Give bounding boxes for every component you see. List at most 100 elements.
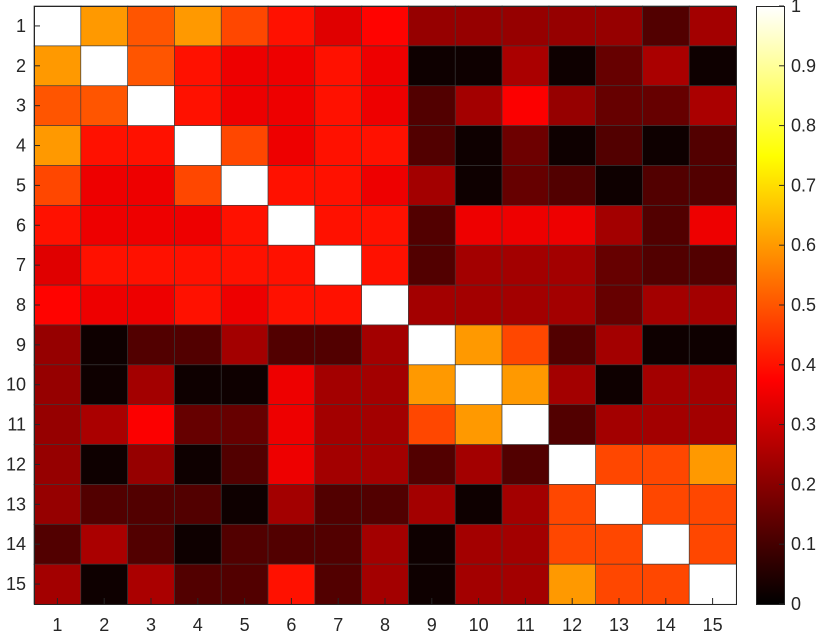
y-tick-label: 8 [16, 295, 26, 315]
heatmap-cell [688, 444, 737, 486]
heatmap-cell [454, 484, 503, 525]
heatmap-cell [267, 85, 316, 127]
heatmap-cell [688, 484, 737, 525]
heatmap-cell [33, 165, 82, 206]
heatmap-cell [642, 563, 690, 605]
y-tick-label: 2 [16, 56, 26, 76]
heatmap-cell [501, 444, 550, 486]
heatmap-cell [548, 364, 597, 406]
heatmap-cell [220, 125, 269, 167]
heatmap-cell [33, 244, 82, 286]
x-tick-label: 11 [516, 615, 535, 635]
heatmap-cell [80, 404, 129, 446]
x-tick-label: 10 [469, 615, 489, 635]
colorbar-tick-label: 0.6 [791, 235, 816, 255]
y-tick-label: 1 [16, 16, 26, 36]
heatmap-cell [642, 444, 690, 486]
x-tick-label: 8 [380, 615, 390, 635]
heatmap-cell [127, 85, 176, 127]
colorbar-tick-label: 1 [791, 0, 801, 16]
heatmap-cell [267, 204, 316, 246]
heatmap-cell [174, 244, 222, 286]
heatmap-cell [454, 563, 503, 605]
heatmap-cell [454, 244, 503, 286]
heatmap-cell [314, 324, 363, 366]
heatmap-cell [548, 404, 597, 446]
heatmap-cell [127, 204, 176, 246]
heatmap-cell [33, 484, 82, 525]
heatmap-cell [688, 125, 737, 167]
heatmap-cell [267, 125, 316, 167]
heatmap-cell [688, 284, 737, 326]
colorbar-tick-label: 0.7 [791, 175, 816, 195]
heatmap-cell [501, 324, 550, 366]
heatmap-cell [127, 563, 176, 605]
heatmap-cell [454, 364, 503, 406]
heatmap-cell [595, 364, 644, 406]
heatmap-cell [408, 404, 456, 446]
x-tick-label: 9 [427, 615, 437, 635]
heatmap-cell [267, 444, 316, 486]
heatmap-cell [361, 204, 410, 246]
heatmap-cell [80, 324, 129, 366]
heatmap-cell [220, 165, 269, 206]
heatmap-cell [267, 364, 316, 406]
x-tick-label: 12 [562, 615, 582, 635]
y-tick-label: 5 [16, 175, 26, 195]
heatmap-cell [267, 563, 316, 605]
heatmap-cell [642, 284, 690, 326]
heatmap-cell [408, 45, 456, 87]
heatmap-cell [80, 5, 129, 47]
heatmap-cell [688, 45, 737, 87]
heatmap-cell [174, 484, 222, 525]
heatmap-cell [548, 5, 597, 47]
heatmap-cell [174, 85, 222, 127]
heatmap-cell [688, 5, 737, 47]
heatmap-cell [174, 165, 222, 206]
heatmap-cell [80, 45, 129, 87]
heatmap-cell [361, 45, 410, 87]
heatmap-cell [642, 364, 690, 406]
heatmap-cell [33, 284, 82, 326]
heatmap-cell [548, 85, 597, 127]
y-tick-label: 4 [16, 136, 26, 156]
heatmap-cell [80, 204, 129, 246]
heatmap-cell [454, 165, 503, 206]
heatmap-cell [454, 404, 503, 446]
heatmap-cell [548, 45, 597, 87]
heatmap-cell [80, 85, 129, 127]
heatmap-cell [501, 125, 550, 167]
heatmap-cell [33, 45, 82, 87]
heatmap-cell [361, 284, 410, 326]
heatmap-cell [548, 284, 597, 326]
heatmap-cell [548, 204, 597, 246]
colorbar-tick-label: 0.1 [791, 534, 816, 554]
heatmap-cell [688, 165, 737, 206]
heatmap-cell [501, 45, 550, 87]
heatmap-cell [642, 484, 690, 525]
heatmap-cell [454, 85, 503, 127]
x-axis-ticks: 1 2 3 4 5 6 7 8 9 10 11 12 13 14 15 [52, 598, 723, 635]
heatmap-cell [454, 284, 503, 326]
heatmap-cell [361, 5, 410, 47]
heatmap-cells [33, 5, 737, 605]
heatmap-cell [314, 404, 363, 446]
heatmap-cell [314, 204, 363, 246]
heatmap-cell [267, 324, 316, 366]
heatmap-cell [642, 125, 690, 167]
heatmap-cell [501, 364, 550, 406]
heatmap-cell [127, 165, 176, 206]
heatmap-cell [688, 85, 737, 127]
y-tick-label: 12 [6, 454, 26, 474]
heatmap-cell [127, 125, 176, 167]
heatmap-cell [314, 444, 363, 486]
heatmap-cell [688, 404, 737, 446]
heatmap-cell [267, 404, 316, 446]
heatmap-cell [33, 523, 82, 565]
heatmap-cell [80, 523, 129, 565]
heatmap-cell [361, 324, 410, 366]
heatmap-cell [548, 324, 597, 366]
heatmap-cell [33, 444, 82, 486]
